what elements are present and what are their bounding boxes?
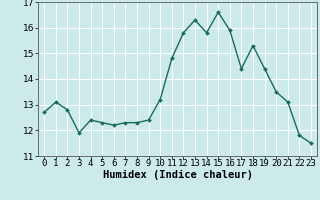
- X-axis label: Humidex (Indice chaleur): Humidex (Indice chaleur): [103, 170, 252, 180]
